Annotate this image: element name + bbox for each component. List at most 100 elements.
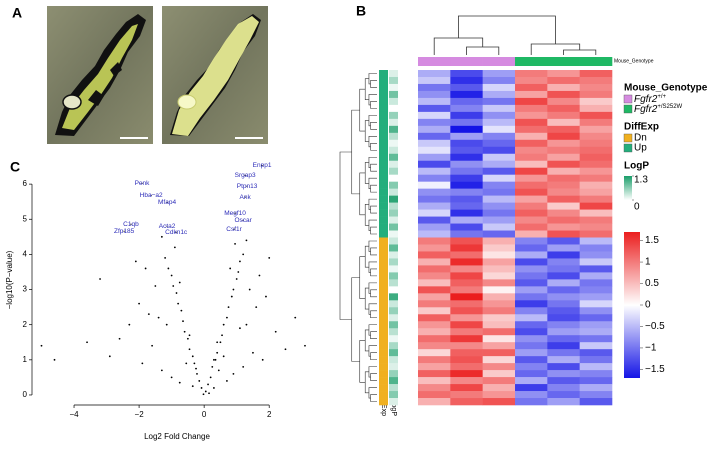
logp-cell [389,377,398,385]
point [214,358,217,361]
heatmap-cell [418,279,451,287]
heatmap-cell [547,251,580,259]
dendrogram-branch [370,142,377,151]
heatmap-cell [515,370,548,378]
heatmap-cell [547,272,580,280]
heatmap-cell [515,139,548,148]
heatmap-cell [482,139,516,148]
heatmap-cell [547,104,580,113]
heatmap-cell [579,300,613,308]
gene-label: Ank [240,194,252,201]
heatmap-cell [515,377,548,385]
heatmap-cell [418,111,451,120]
dendrogram-branch [364,120,369,142]
heatmap-cell [450,258,483,266]
diffexp-cell [379,139,388,148]
heatmap-cell [547,125,580,134]
dendrogram-branch [368,345,377,357]
diffexp-cell [379,188,388,196]
heatmap-cell [482,244,516,252]
heatmap-cell [450,195,483,203]
heatmap-cell [515,307,548,315]
legend-swatch [623,143,633,153]
heatmap-cell [547,167,580,175]
logp-cell [389,216,398,224]
annotation-point [244,174,246,176]
heatmap-cell [450,188,483,196]
colorbar-tick-label: −1 [645,343,657,354]
heatmap-cell [547,398,580,406]
annotation-point [141,182,143,185]
heatmap-cell [418,118,451,127]
dendrogram-branch [351,277,360,362]
genotype-cell [515,57,548,66]
heatmap-cell [515,223,548,231]
colorbar-tick-label: 1 [645,257,651,268]
dendrogram-branch [370,205,377,214]
heatmap-cell [482,118,516,127]
point [170,376,173,379]
heatmap-cell [482,384,516,392]
gene-label: Mfap4 [158,199,176,206]
heatmap-cell [418,314,451,322]
heatmap-cell [418,223,451,231]
dendrogram-branch [370,163,377,172]
diffexp-cell [379,202,388,210]
legend-item: Up [634,143,647,154]
heatmap-cell [515,293,548,301]
point [265,295,267,298]
heatmap-cell [450,272,483,280]
point [154,285,157,287]
heatmap-cell [547,216,580,224]
heatmap-cell [547,321,580,329]
heatmap-cell [515,384,548,392]
heatmap-cell [515,97,548,106]
heatmap-cell [450,244,483,252]
heatmap-cell [482,328,516,336]
point [248,288,251,291]
heatmap-cell [547,328,580,336]
heatmap-cell [418,244,451,252]
heatmap-cell [515,118,548,127]
point [268,257,271,259]
heatmap-cell [547,76,580,85]
heatmap-cell [547,237,580,245]
point [245,323,248,326]
dendrogram-branch [368,136,377,148]
heatmap-cell [482,188,516,196]
diffexp-cell [379,104,388,113]
heatmap-cell [579,83,613,92]
point [40,344,43,347]
dendrogram-branch [368,387,377,399]
heatmap-cell [579,132,613,141]
diffexp-cell [379,195,388,203]
heatmap-cell [418,356,451,364]
gene-label: Cdkn1c [165,229,188,236]
logp-cell [389,139,398,148]
heatmap-cell [579,104,613,113]
heatmap-cell [579,251,613,259]
heatmap-cell [579,307,613,315]
gene-label: Csf1r [226,226,242,233]
heatmap-cell [515,160,548,169]
heatmap-cell [450,328,483,336]
heatmap-cell [418,76,451,85]
heatmap-cell [418,335,451,343]
heatmap-cell [418,398,451,406]
gene-label: Zfp185 [114,228,135,235]
heatmap-cell [482,153,516,162]
heatmap-cell [418,391,451,399]
heatmap-cell [547,391,580,399]
annotation-point [242,219,244,221]
heatmap-cell [450,349,483,357]
heatmap-cell [482,237,516,245]
logp-cell [389,83,398,92]
diffexp-cell [379,286,388,294]
heatmap-cell [482,195,516,203]
heatmap-cell [547,139,580,148]
point [128,323,131,326]
genotype-cell [547,57,580,66]
heatmap-cell [482,83,516,92]
heatmap-cell [418,83,451,92]
logp-cell [389,272,398,280]
